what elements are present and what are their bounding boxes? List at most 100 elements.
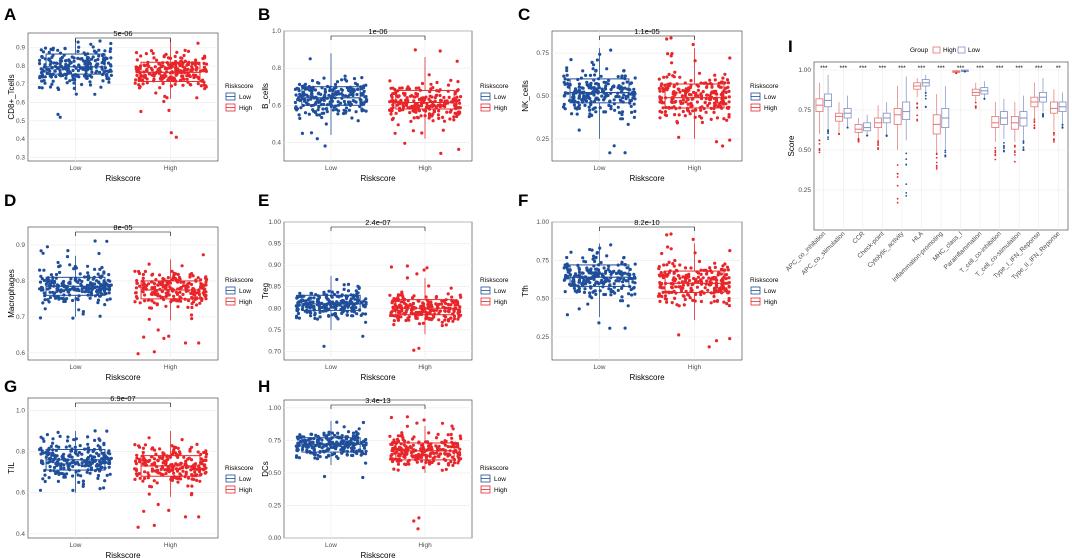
data-point [449,78,453,82]
data-point [203,287,207,291]
data-point [625,80,629,84]
data-point [340,434,344,438]
y-tick-label: 0.8 [272,65,281,72]
data-point [76,69,80,73]
data-point [432,451,436,455]
data-point [432,309,436,313]
data-point [101,460,105,464]
data-point [667,271,671,275]
data-point [134,472,139,476]
data-point [456,110,461,114]
data-point [166,276,170,280]
data-point [194,58,198,62]
data-point [360,441,364,445]
data-point [322,98,326,102]
data-point [343,94,348,98]
data-point [79,474,83,478]
data-point [80,82,84,87]
data-point [395,103,399,107]
data-point [202,290,207,294]
data-point [699,293,703,297]
data-point [313,102,318,106]
data-point [77,278,81,282]
data-point [190,484,194,488]
data-point [359,313,363,317]
data-point [174,135,178,139]
data-point [451,319,455,323]
data-point [342,425,346,429]
data-point [56,479,61,483]
data-point [178,277,182,281]
data-point [591,67,595,71]
data-point [202,61,206,65]
data-point [681,101,685,105]
data-point [340,293,344,297]
data-point [565,82,570,86]
data-point [147,436,151,440]
data-point [38,280,43,284]
data-point [106,451,110,455]
data-point [665,88,669,92]
data-point [599,74,603,78]
data-point [340,92,344,96]
data-point [186,49,191,54]
data-point [188,275,192,279]
data-point [170,452,175,456]
data-point [322,111,326,115]
data-point [184,466,188,470]
data-point [686,283,690,287]
outlier-point [1013,150,1016,152]
data-point [437,462,441,466]
data-point [683,114,687,118]
y-tick-label: 0.5 [16,118,25,125]
data-point [573,272,578,276]
data-point [149,292,154,296]
data-point [727,285,731,289]
data-point [609,87,613,92]
data-point [710,85,714,89]
data-point [405,264,409,268]
data-point [600,87,604,91]
data-point [457,452,461,456]
data-point [704,110,708,114]
data-point [658,281,662,285]
data-point [348,440,352,444]
box-iqr [301,86,361,106]
data-point [364,461,368,465]
data-point [678,276,682,280]
data-point [172,294,176,298]
data-point [182,280,186,284]
data-point [346,282,351,286]
data-point [632,94,636,98]
data-point [204,449,208,453]
data-point [143,443,147,447]
data-point [189,83,193,87]
data-point [594,110,598,114]
data-point [665,300,669,304]
data-point [351,453,355,458]
x-tick-label: High [164,364,178,371]
outlier-point [916,107,919,109]
panel-label: E [258,191,269,210]
data-point [436,113,440,117]
legend-label: Low [494,288,506,295]
data-point [450,455,455,459]
data-point [687,272,691,276]
data-point [152,462,156,466]
data-point [297,82,302,86]
data-point [61,454,65,458]
data-point [661,276,665,280]
x-tick-label: High [164,165,178,172]
data-point [448,117,452,121]
data-point [566,91,570,95]
data-point [162,297,166,302]
data-point [135,58,139,62]
data-point [589,269,593,273]
data-point [594,82,598,86]
data-point [196,41,200,45]
data-point [97,454,101,458]
data-point [449,286,453,290]
data-point [443,309,447,313]
data-point [57,265,61,269]
data-point [90,287,94,291]
